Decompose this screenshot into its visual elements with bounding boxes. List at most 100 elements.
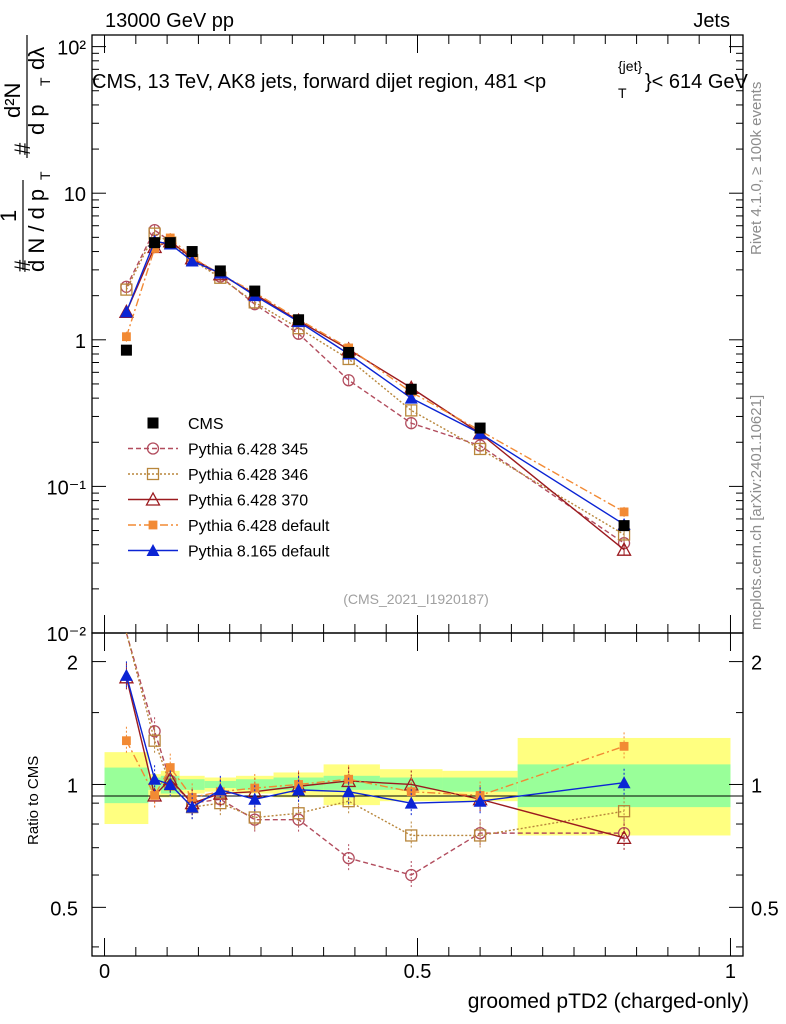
upper-y-tick-label: 10⁻¹	[47, 477, 87, 499]
analysis-id: (CMS_2021_I1920187)	[343, 591, 489, 607]
ratio-point	[213, 783, 227, 796]
legend-label: Pythia 6.428 346	[188, 467, 308, 484]
ratio-point	[248, 811, 261, 824]
legend-marker	[146, 467, 160, 481]
axis-ticks: 10² 10 1 10⁻¹ 10⁻² 2 2 1 1 0.5 0.5 0 0.5 1	[47, 35, 779, 983]
ratio-point	[616, 829, 632, 844]
data-point	[405, 417, 418, 430]
x-axis-label: groomed pTD2 (charged-only)	[468, 990, 749, 1013]
ratio-point	[617, 776, 631, 789]
ratio-point	[148, 725, 161, 738]
ratio-y-tick-label: 1	[67, 775, 78, 797]
data-point	[342, 374, 355, 387]
data-point	[473, 442, 487, 456]
ylabel-dpT: d p	[24, 104, 49, 135]
ratio-series-line	[125, 632, 625, 876]
legend-label: Pythia 6.428 345	[188, 442, 308, 459]
ratio-point	[185, 800, 199, 813]
data-point	[186, 246, 198, 258]
legend-label: Pythia 8.165 default	[188, 544, 330, 561]
x-tick-label: 0.5	[404, 961, 432, 983]
ratio-point	[473, 794, 487, 807]
ratio-point	[405, 829, 418, 842]
ratio-point	[250, 783, 260, 793]
y-axis-label: # 1 d N / d p T # d²N d p T dλ	[0, 35, 53, 272]
data-point	[149, 237, 161, 249]
data-point	[119, 305, 133, 318]
title-superscript: {jet}	[618, 58, 642, 74]
data-point	[474, 422, 486, 434]
upper-y-tick-label: 10	[64, 184, 86, 206]
data-point	[618, 520, 630, 532]
ylabel-denominator: d N / d p	[24, 189, 49, 272]
title-main: CMS, 13 TeV, AK8 jets, forward dijet reg…	[92, 71, 546, 93]
data-point	[185, 254, 199, 267]
ratio-point	[292, 807, 305, 820]
ylabel-hash2: #	[10, 142, 35, 155]
rivet-version-label: Rivet 4.1.0, ≥ 100k events	[748, 82, 765, 255]
ratio-ylabel: Ratio to CMS	[25, 756, 42, 845]
data-point	[120, 344, 132, 356]
upper-series-layer	[118, 223, 632, 556]
upper-y-tick-label: 10²	[57, 38, 86, 60]
ratio-y-tick-label-right: 0.5	[751, 898, 779, 920]
upper-y-tick-label: 1	[75, 331, 86, 353]
ratio-point	[617, 805, 631, 818]
mcplots-label: mcplots.cern.ch [arXiv:2401.10621]	[748, 395, 765, 630]
ratio-point	[122, 736, 131, 746]
ratio-point	[165, 763, 175, 772]
x-tick-label: 0	[99, 961, 110, 983]
legend-marker	[145, 491, 161, 506]
ratio-series-layer	[118, 632, 632, 890]
ratio-point	[406, 787, 416, 797]
ratio-point	[248, 792, 262, 805]
ratio-point	[292, 783, 306, 796]
ratio-point	[148, 772, 162, 785]
ratio-uncertainty-bands	[104, 737, 731, 836]
legend: CMS Pythia 6.428 345 Pythia 6.428 346 Pythi…	[128, 416, 330, 561]
data-point	[405, 404, 418, 417]
data-point	[249, 285, 261, 297]
ratio-y-tick-label-right: 1	[751, 775, 762, 797]
data-point	[122, 332, 131, 342]
upper-y-tick-label: 10⁻²	[47, 624, 87, 646]
ratio-point	[405, 868, 418, 882]
legend-marker	[148, 520, 158, 530]
data-point	[164, 237, 176, 249]
data-point	[120, 283, 133, 296]
data-point	[404, 391, 418, 404]
ratio-y-tick-label-right: 2	[751, 653, 762, 675]
legend-label: CMS	[188, 416, 224, 433]
plot-title: CMS, 13 TeV, AK8 jets, forward dijet reg…	[92, 71, 546, 93]
ratio-point	[148, 734, 161, 747]
legend-label: Pythia 6.428 default	[188, 518, 330, 535]
data-point	[214, 265, 226, 277]
data-point	[343, 346, 355, 358]
ratio-point	[342, 785, 356, 798]
ratio-point	[617, 826, 631, 840]
ratio-point	[404, 796, 418, 809]
stat-uncertainty-band	[104, 767, 149, 804]
ylabel-T2: T	[37, 77, 53, 86]
ylabel-T: T	[37, 171, 53, 180]
ylabel-d2N: d²N	[0, 83, 25, 118]
stat-uncertainty-band	[442, 777, 518, 792]
ratio-series-line	[125, 632, 625, 837]
x-tick-label: 1	[725, 961, 736, 983]
title-end: }< 614 GeV	[645, 71, 749, 93]
ratio-point	[163, 777, 177, 790]
header-energy: 13000 GeV pp	[105, 10, 234, 32]
legend-marker	[147, 417, 159, 429]
data-point	[405, 383, 417, 395]
header-jets: Jets	[693, 10, 730, 32]
data-point	[150, 244, 159, 253]
data-point	[619, 507, 629, 517]
ratio-point	[342, 851, 355, 865]
ratio-point	[150, 791, 159, 800]
ratio-y-tick-label: 2	[67, 653, 78, 675]
legend-marker	[146, 442, 160, 455]
ylabel-one: 1	[0, 210, 21, 222]
legend-marker	[146, 544, 160, 556]
ratio-y-tick-label: 0.5	[50, 898, 78, 920]
data-point	[616, 541, 632, 556]
